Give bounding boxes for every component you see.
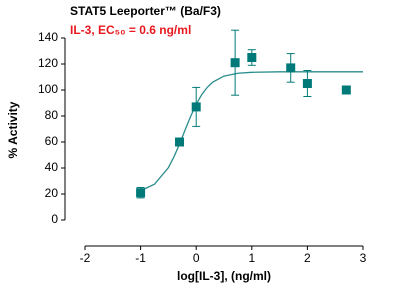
x-tick-label: 1 xyxy=(248,251,255,265)
data-point xyxy=(191,102,201,112)
data-point xyxy=(247,53,257,62)
y-tick-label: 80 xyxy=(45,108,59,122)
data-point xyxy=(136,188,146,198)
y-tick-label: 0 xyxy=(51,212,58,226)
y-axis-label: % Activity xyxy=(6,101,20,158)
y-tick-label: 20 xyxy=(45,186,59,200)
y-tick-label: 120 xyxy=(38,56,58,70)
fit-curve xyxy=(140,71,363,192)
x-tick-label: -1 xyxy=(135,251,146,265)
data-point xyxy=(302,79,312,88)
data-point xyxy=(286,63,296,73)
y-tick-label: 40 xyxy=(45,160,59,174)
x-tick-label: 2 xyxy=(304,251,311,265)
chart-subtitle: IL-3, EC₅₀ = 0.6 ng/ml xyxy=(70,23,191,37)
data-point xyxy=(230,58,240,68)
data-point xyxy=(175,137,185,147)
chart-title: STAT5 Leeporter™ (Ba/F3) xyxy=(70,4,221,18)
y-tick-label: 100 xyxy=(38,82,58,96)
x-axis-label: log[IL-3], (ng/ml) xyxy=(177,269,271,283)
y-tick-label: 140 xyxy=(38,30,58,44)
x-tick-label: -2 xyxy=(80,251,91,265)
data-point xyxy=(341,85,351,95)
y-tick-label: 60 xyxy=(45,134,59,148)
x-tick-label: 0 xyxy=(193,251,200,265)
x-tick-label: 3 xyxy=(360,251,367,265)
